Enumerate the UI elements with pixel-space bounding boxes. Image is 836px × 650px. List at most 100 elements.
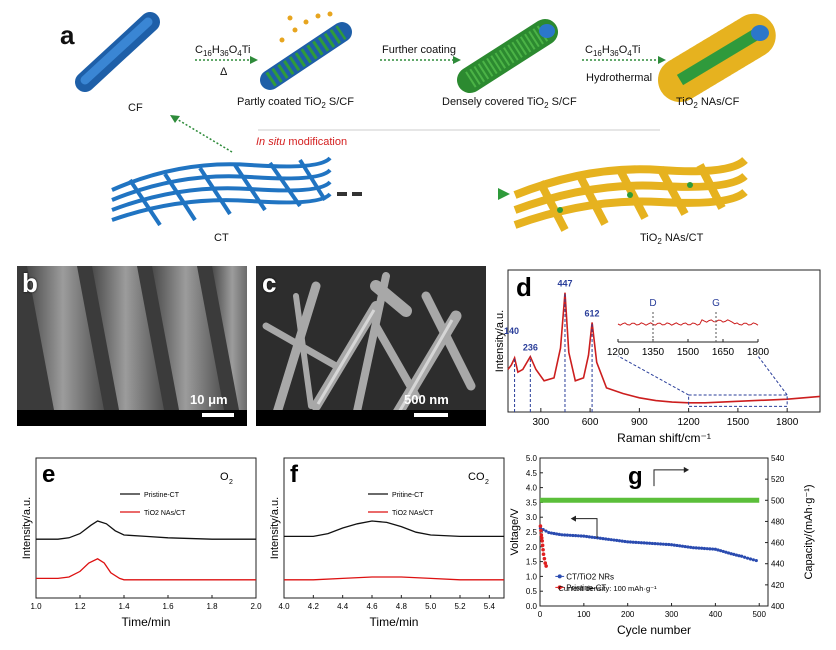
- panel-a-schematic: [75, 11, 777, 232]
- x-tick-label: 600: [582, 417, 599, 428]
- ct-tio2-point: [754, 558, 758, 563]
- pristine-point: [540, 539, 544, 543]
- x-tick-label: 2.0: [250, 602, 262, 611]
- ct-tio2-point: [560, 533, 564, 537]
- inset-tick-label: 1650: [712, 347, 735, 358]
- y2-tick-label: 440: [771, 560, 785, 569]
- ct-tio2-point: [664, 542, 668, 546]
- ct-tio2-point: [648, 541, 652, 545]
- ct-tio2-point: [617, 539, 622, 543]
- nanoarray-fiber-illustration: [658, 13, 777, 102]
- plot-frame: [507, 269, 821, 413]
- panel-f-label: f: [290, 461, 299, 488]
- x-tick-label: 4.4: [337, 602, 349, 611]
- y-tick-label: 3.0: [526, 513, 538, 522]
- ct-tio2-point: [595, 536, 600, 540]
- pristine-point: [543, 561, 548, 565]
- ct-tio2-point: [691, 546, 696, 550]
- x-tick-label: 100: [577, 610, 591, 619]
- ct-tio2-point: [579, 534, 583, 538]
- y-axis-label: Intensity/a.u.: [494, 310, 506, 372]
- current-density-annotation: Current density: 100 mAh·g⁻¹: [558, 584, 657, 593]
- inset-connector-right: [757, 355, 788, 396]
- peak-label: 447: [557, 279, 572, 289]
- cf-fiber-illustration: [75, 12, 160, 92]
- ct-tio2-point: [705, 547, 709, 551]
- capacity-arrow-head: [683, 466, 690, 473]
- ct-tio2-point: [587, 535, 591, 539]
- panel-d-label: d: [516, 272, 532, 302]
- ct-tio2-point: [571, 533, 575, 538]
- x-tick-label: 5.4: [484, 602, 496, 611]
- densely-covered-label: Densely covered TiO2 S/CF: [442, 96, 577, 111]
- y-tick-label: 4.0: [526, 484, 538, 493]
- ct-tio2-point: [745, 556, 750, 560]
- ct-tio2-point: [626, 540, 630, 544]
- nanoarray-ct-mesh-illustration: [513, 156, 748, 232]
- panel-c-label: c: [262, 268, 277, 298]
- ct-tio2-point: [697, 546, 701, 550]
- panel-a-label: a: [60, 20, 75, 50]
- ct-tio2-point: [606, 537, 611, 541]
- ct-tio2-point: [672, 543, 676, 547]
- ct-tio2-point: [555, 532, 559, 536]
- pristine-point: [539, 528, 543, 533]
- ct-tio2-point: [557, 532, 561, 536]
- chart-f-co2: f CO 2 4.0 4.2 4.4 4.6 4.8 5.0 5.2 5.4 Time/min Inte…: [269, 457, 505, 629]
- y2-axis-label: Capacity/(mAh·g⁻¹): [803, 484, 815, 579]
- ct-tio2-point: [721, 549, 725, 554]
- pristine-point: [538, 524, 543, 528]
- ct-tio2-point: [729, 552, 733, 556]
- step1-condition: Δ: [220, 66, 228, 78]
- y-tick-label: 5.0: [526, 454, 538, 463]
- ct-tio2-point: [642, 541, 646, 545]
- nas-cf-label: TiO2 NAs/CF: [676, 96, 740, 111]
- panel-g-label: g: [628, 463, 643, 490]
- pristine-point: [540, 543, 545, 548]
- y-axis-label: Intensity/a.u.: [21, 497, 33, 559]
- y2-tick-label: 400: [771, 602, 785, 611]
- x-tick-label: 1.0: [30, 602, 42, 611]
- ct-tio2-point: [584, 534, 589, 539]
- inset-connector-left: [617, 355, 689, 396]
- y2-tick-label: 420: [771, 581, 785, 590]
- ct-tio2-point: [615, 538, 619, 542]
- ct-tio2-point: [628, 540, 633, 544]
- x-tick-label: 400: [709, 610, 723, 619]
- ct-to-nas-arrow: [337, 188, 510, 200]
- ct-tio2-point: [675, 543, 679, 548]
- inset-spectrum-line: [617, 319, 759, 326]
- ct-tio2-point: [686, 545, 690, 549]
- ct-tio2-point: [650, 541, 654, 546]
- series-line-0: [36, 520, 256, 540]
- x-axis-label: Raman shift/cm⁻¹: [617, 431, 711, 445]
- x-tick-label: 5.2: [454, 602, 466, 611]
- y2-tick-label: 540: [771, 454, 785, 463]
- ct-tio2-point: [689, 545, 693, 549]
- x-tick-label: 1.8: [206, 602, 218, 611]
- y-tick-label: 2.5: [526, 528, 538, 537]
- ct-tio2-point: [726, 551, 731, 555]
- legend-label-1: TiO2 NAs/CT: [144, 510, 186, 517]
- gas-title-subscript: 2: [485, 479, 489, 486]
- x-tick-label: 1500: [727, 417, 750, 428]
- ct-tio2-point: [593, 535, 597, 540]
- ct-tio2-point: [658, 542, 663, 546]
- x-axis-label: Time/min: [122, 615, 171, 629]
- pristine-point: [541, 547, 545, 552]
- ct-tio2-point: [631, 540, 635, 544]
- x-tick-label: 900: [631, 417, 648, 428]
- peak-label: 236: [523, 343, 538, 353]
- chart-d-raman: d 300 600 900 1200 1500 1800 Raman shift/cm⁻¹ In…: [494, 269, 821, 445]
- inset-tick-label: 1200: [607, 347, 630, 358]
- panel-b-label: b: [22, 268, 38, 298]
- ct-tio2-point: [590, 535, 594, 539]
- legend-marker-0: [557, 585, 562, 590]
- ct-tio2-point: [623, 539, 627, 544]
- chart-g-cycling: g 0 100 200 300 400 500 0.0 0.5 1.0 1.5 2.0 2.5 3.0 3.…: [510, 454, 815, 637]
- y2-tick-label: 480: [771, 517, 785, 526]
- sem-image-c: [256, 266, 486, 426]
- x-tick-label: 1.6: [162, 602, 174, 611]
- ct-tio2-point: [680, 544, 685, 548]
- chart-e-o2: e O 2 1.0 1.2 1.4 1.6 1.8 2.0 Time/min Intensity/a…: [21, 457, 262, 629]
